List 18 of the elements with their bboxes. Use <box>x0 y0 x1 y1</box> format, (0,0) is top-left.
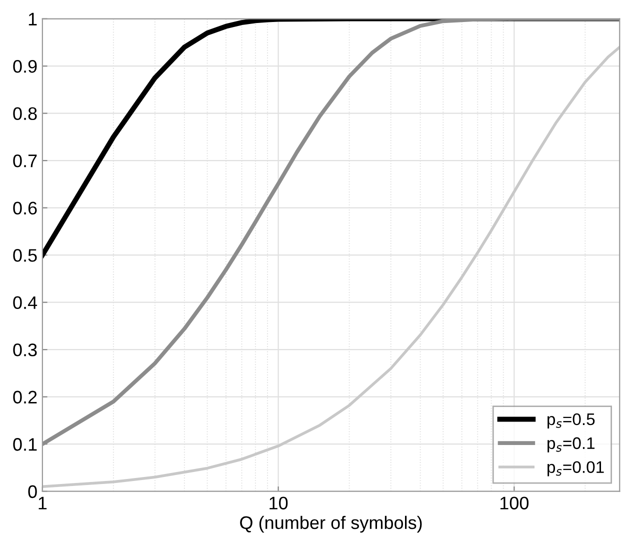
legend-label: p$_{s}$=0.5 <box>548 413 595 428</box>
y-tick-label: 0.6 <box>13 202 37 215</box>
y-tick-label: 0 <box>28 485 37 498</box>
legend-label: p$_{s}$=0.01 <box>548 461 604 476</box>
x-tick-label: 100 <box>500 496 529 510</box>
legend-label: p$_{s}$=0.1 <box>548 437 595 452</box>
y-tick-label: 1 <box>28 12 37 26</box>
y-tick-label: 0.7 <box>13 154 37 168</box>
y-tick-label: 0.1 <box>13 438 37 451</box>
x-tick-label: 1 <box>38 496 47 510</box>
y-tick-label: 0.9 <box>13 60 37 73</box>
x-axis-title: Q (number of symbols) <box>240 516 422 533</box>
y-tick-label: 0.8 <box>13 107 37 120</box>
y-tick-label: 0.5 <box>13 249 37 262</box>
x-tick-label: 10 <box>270 496 288 510</box>
y-tick-label: 0.3 <box>13 344 37 356</box>
y-tick-label: 0.2 <box>13 390 37 404</box>
y-tick-label: 0.4 <box>13 296 38 310</box>
